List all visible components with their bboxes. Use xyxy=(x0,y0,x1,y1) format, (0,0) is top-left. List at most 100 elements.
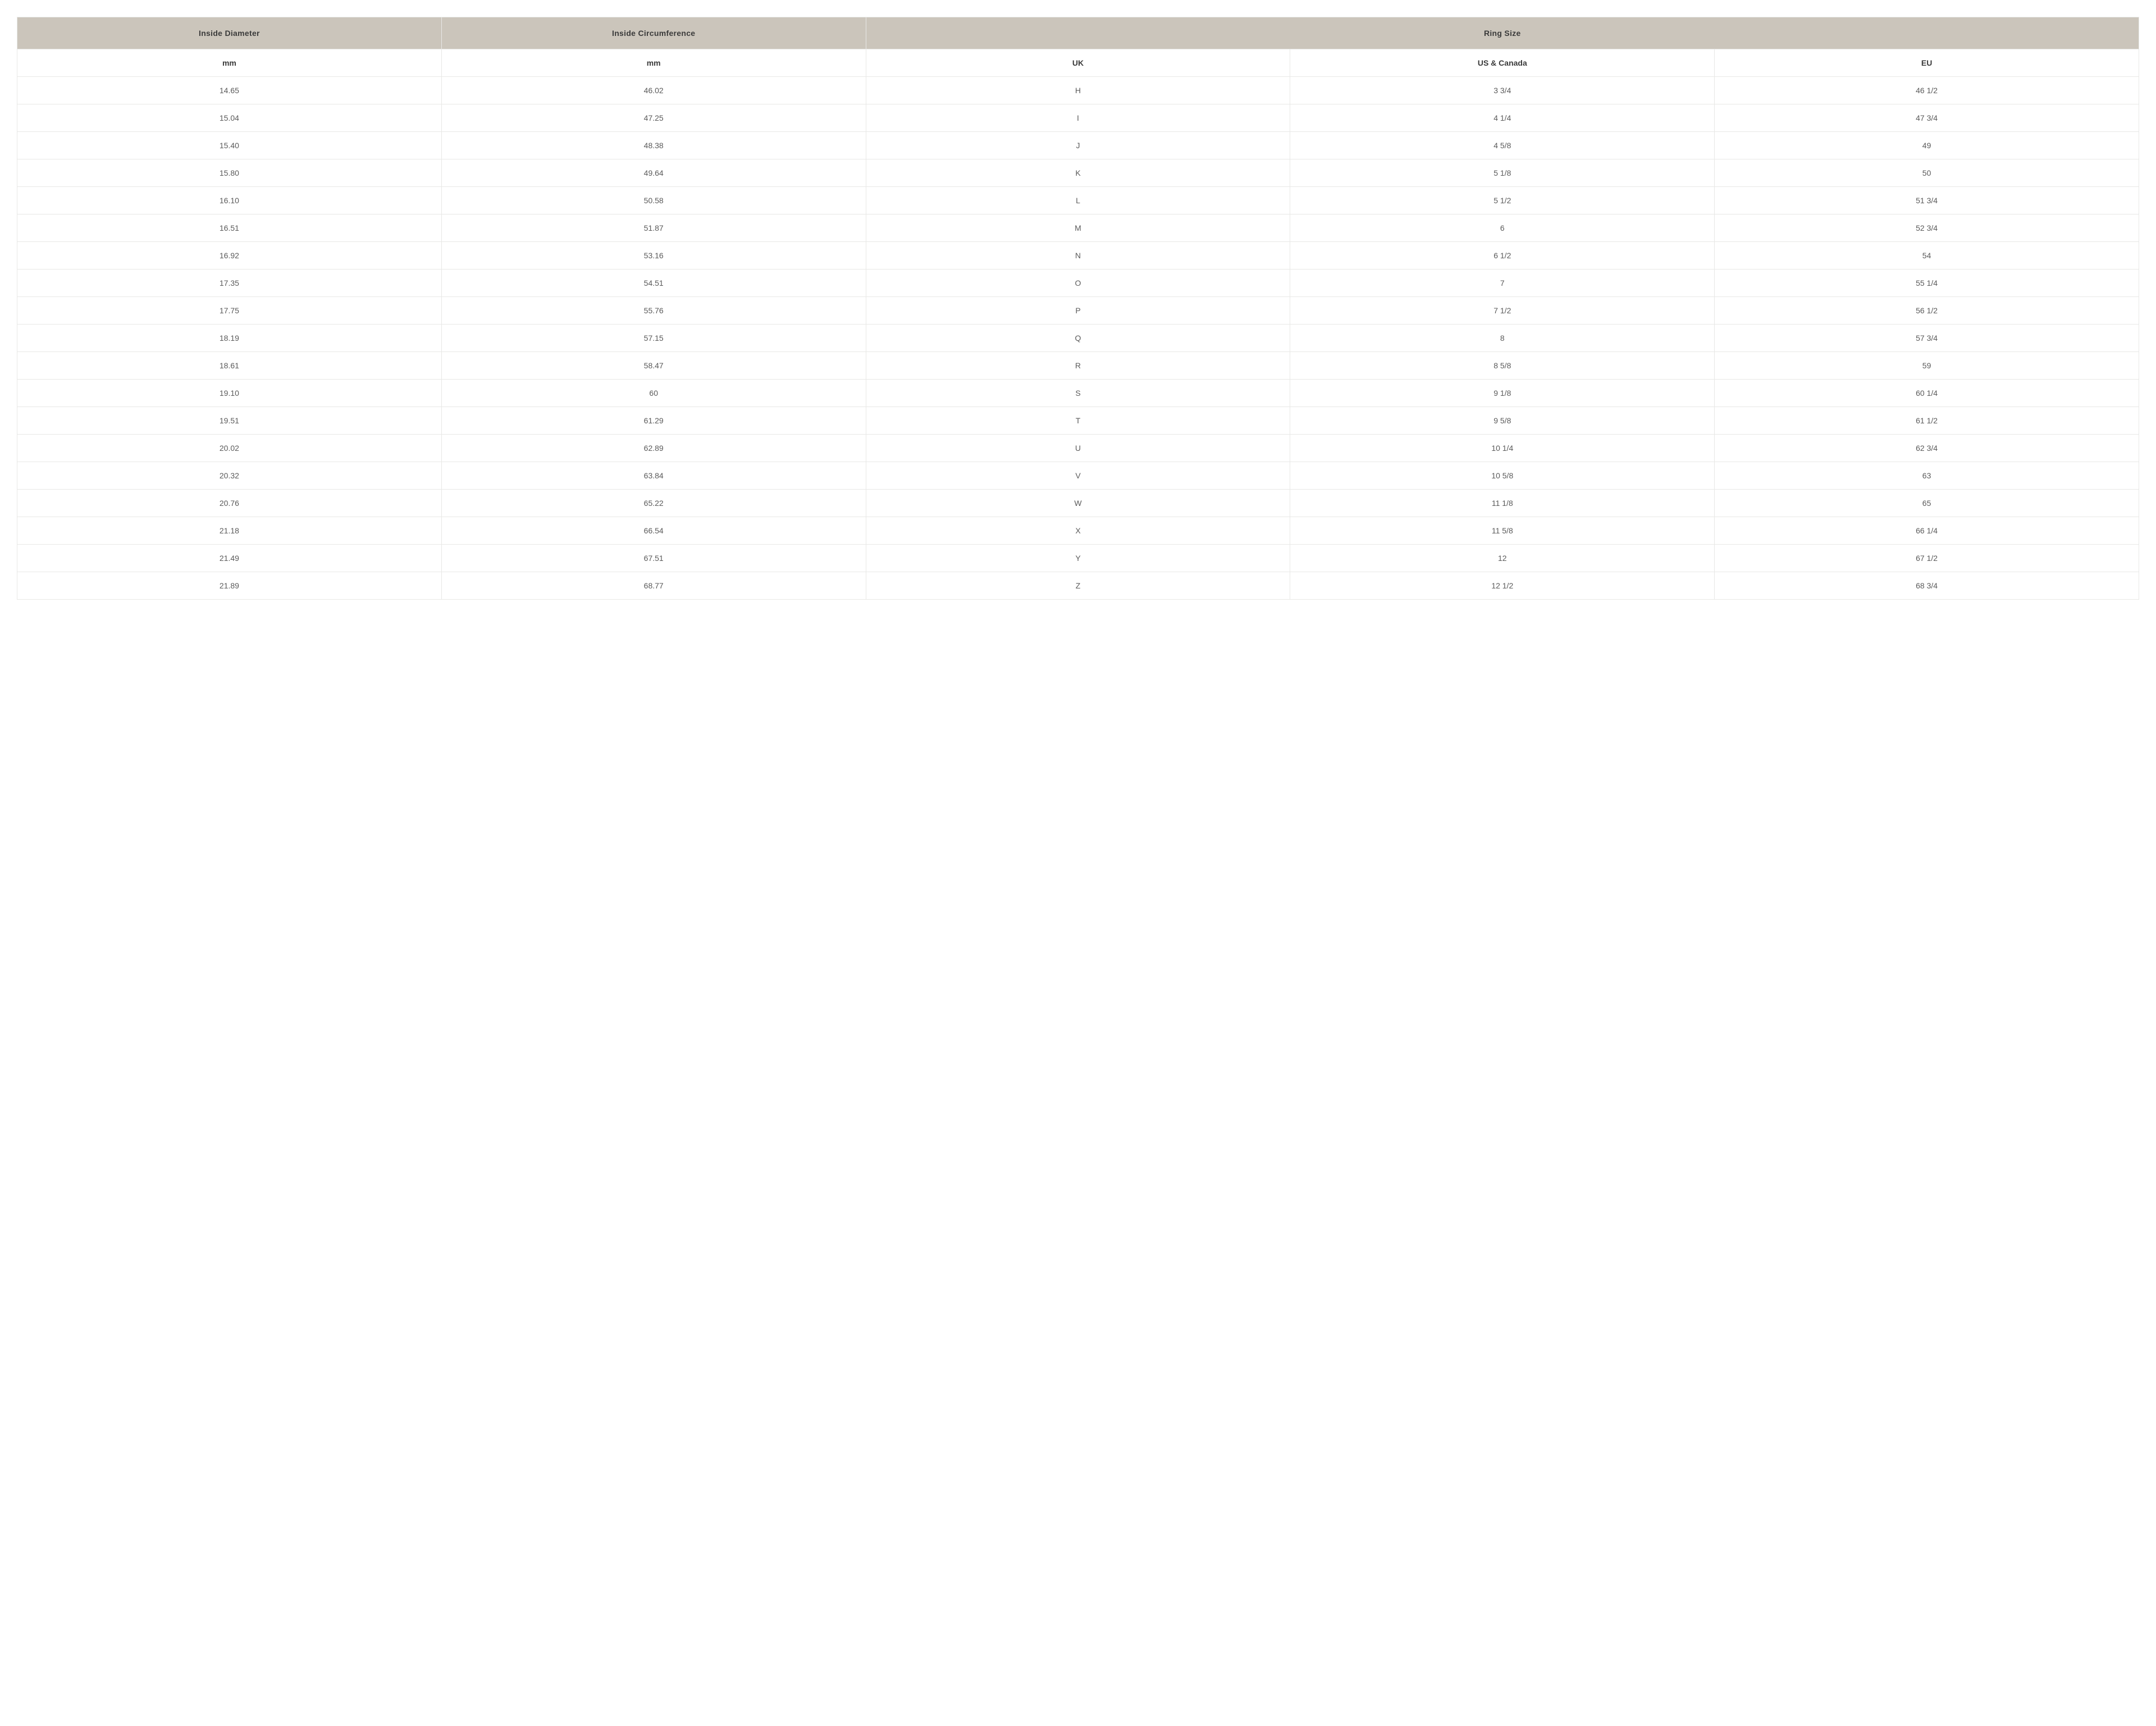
header-inside-circumference: Inside Circumference xyxy=(441,17,866,49)
cell-eu: 55 1/4 xyxy=(1715,270,2139,297)
cell-circumference: 54.51 xyxy=(441,270,866,297)
cell-eu: 68 3/4 xyxy=(1715,572,2139,600)
cell-diameter: 15.04 xyxy=(17,104,442,132)
table-row: 21.1866.54X11 5/866 1/4 xyxy=(17,517,2139,545)
cell-diameter: 18.19 xyxy=(17,325,442,352)
cell-diameter: 16.10 xyxy=(17,187,442,214)
cell-diameter: 15.80 xyxy=(17,159,442,187)
cell-uk: L xyxy=(866,187,1290,214)
cell-diameter: 21.89 xyxy=(17,572,442,600)
group-header-row: Inside Diameter Inside Circumference Rin… xyxy=(17,17,2139,49)
cell-eu: 51 3/4 xyxy=(1715,187,2139,214)
cell-circumference: 50.58 xyxy=(441,187,866,214)
cell-circumference: 57.15 xyxy=(441,325,866,352)
table-row: 18.1957.15Q857 3/4 xyxy=(17,325,2139,352)
cell-circumference: 46.02 xyxy=(441,77,866,104)
subheader-diameter-unit: mm xyxy=(17,49,442,77)
cell-circumference: 63.84 xyxy=(441,462,866,490)
cell-eu: 46 1/2 xyxy=(1715,77,2139,104)
cell-us-canada: 12 xyxy=(1290,545,1715,572)
table-row: 15.8049.64K5 1/850 xyxy=(17,159,2139,187)
sub-header-row: mm mm UK US & Canada EU xyxy=(17,49,2139,77)
cell-diameter: 20.02 xyxy=(17,435,442,462)
cell-uk: R xyxy=(866,352,1290,380)
table-row: 20.7665.22W11 1/865 xyxy=(17,490,2139,517)
cell-eu: 52 3/4 xyxy=(1715,214,2139,242)
cell-us-canada: 5 1/8 xyxy=(1290,159,1715,187)
cell-circumference: 66.54 xyxy=(441,517,866,545)
cell-eu: 47 3/4 xyxy=(1715,104,2139,132)
cell-us-canada: 6 xyxy=(1290,214,1715,242)
cell-uk: H xyxy=(866,77,1290,104)
cell-circumference: 62.89 xyxy=(441,435,866,462)
cell-us-canada: 5 1/2 xyxy=(1290,187,1715,214)
subheader-uk: UK xyxy=(866,49,1290,77)
cell-eu: 54 xyxy=(1715,242,2139,270)
cell-uk: O xyxy=(866,270,1290,297)
table-row: 17.3554.51O755 1/4 xyxy=(17,270,2139,297)
cell-eu: 59 xyxy=(1715,352,2139,380)
cell-diameter: 15.40 xyxy=(17,132,442,159)
cell-diameter: 20.76 xyxy=(17,490,442,517)
cell-uk: I xyxy=(866,104,1290,132)
table-row: 20.3263.84V10 5/863 xyxy=(17,462,2139,490)
cell-circumference: 68.77 xyxy=(441,572,866,600)
cell-eu: 57 3/4 xyxy=(1715,325,2139,352)
cell-diameter: 19.51 xyxy=(17,407,442,435)
table-row: 16.9253.16N6 1/254 xyxy=(17,242,2139,270)
table-row: 19.1060S9 1/860 1/4 xyxy=(17,380,2139,407)
cell-us-canada: 8 5/8 xyxy=(1290,352,1715,380)
cell-diameter: 17.75 xyxy=(17,297,442,325)
cell-circumference: 49.64 xyxy=(441,159,866,187)
cell-circumference: 51.87 xyxy=(441,214,866,242)
cell-uk: T xyxy=(866,407,1290,435)
cell-circumference: 58.47 xyxy=(441,352,866,380)
cell-eu: 67 1/2 xyxy=(1715,545,2139,572)
cell-uk: Z xyxy=(866,572,1290,600)
cell-diameter: 18.61 xyxy=(17,352,442,380)
cell-eu: 63 xyxy=(1715,462,2139,490)
cell-diameter: 16.51 xyxy=(17,214,442,242)
cell-eu: 65 xyxy=(1715,490,2139,517)
cell-us-canada: 11 5/8 xyxy=(1290,517,1715,545)
cell-us-canada: 11 1/8 xyxy=(1290,490,1715,517)
cell-diameter: 19.10 xyxy=(17,380,442,407)
cell-eu: 61 1/2 xyxy=(1715,407,2139,435)
cell-uk: Q xyxy=(866,325,1290,352)
cell-uk: V xyxy=(866,462,1290,490)
cell-eu: 49 xyxy=(1715,132,2139,159)
table-row: 15.4048.38J4 5/849 xyxy=(17,132,2139,159)
table-row: 17.7555.76P7 1/256 1/2 xyxy=(17,297,2139,325)
cell-uk: W xyxy=(866,490,1290,517)
cell-uk: N xyxy=(866,242,1290,270)
header-inside-diameter: Inside Diameter xyxy=(17,17,442,49)
cell-circumference: 53.16 xyxy=(441,242,866,270)
cell-uk: J xyxy=(866,132,1290,159)
table-row: 21.4967.51Y1267 1/2 xyxy=(17,545,2139,572)
table-row: 18.6158.47R8 5/859 xyxy=(17,352,2139,380)
cell-circumference: 48.38 xyxy=(441,132,866,159)
cell-eu: 60 1/4 xyxy=(1715,380,2139,407)
cell-uk: S xyxy=(866,380,1290,407)
table-row: 19.5161.29T9 5/861 1/2 xyxy=(17,407,2139,435)
cell-circumference: 60 xyxy=(441,380,866,407)
cell-eu: 50 xyxy=(1715,159,2139,187)
cell-us-canada: 9 5/8 xyxy=(1290,407,1715,435)
cell-uk: U xyxy=(866,435,1290,462)
cell-us-canada: 10 1/4 xyxy=(1290,435,1715,462)
cell-circumference: 55.76 xyxy=(441,297,866,325)
cell-uk: K xyxy=(866,159,1290,187)
table-row: 16.1050.58L5 1/251 3/4 xyxy=(17,187,2139,214)
table-row: 14.6546.02H3 3/446 1/2 xyxy=(17,77,2139,104)
ring-size-tbody: 14.6546.02H3 3/446 1/215.0447.25I4 1/447… xyxy=(17,77,2139,600)
cell-us-canada: 7 xyxy=(1290,270,1715,297)
cell-us-canada: 4 5/8 xyxy=(1290,132,1715,159)
table-row: 16.5151.87M652 3/4 xyxy=(17,214,2139,242)
header-ring-size: Ring Size xyxy=(866,17,2139,49)
subheader-eu: EU xyxy=(1715,49,2139,77)
cell-circumference: 61.29 xyxy=(441,407,866,435)
cell-diameter: 21.18 xyxy=(17,517,442,545)
cell-uk: P xyxy=(866,297,1290,325)
ring-size-table: Inside Diameter Inside Circumference Rin… xyxy=(17,17,2139,600)
cell-uk: X xyxy=(866,517,1290,545)
